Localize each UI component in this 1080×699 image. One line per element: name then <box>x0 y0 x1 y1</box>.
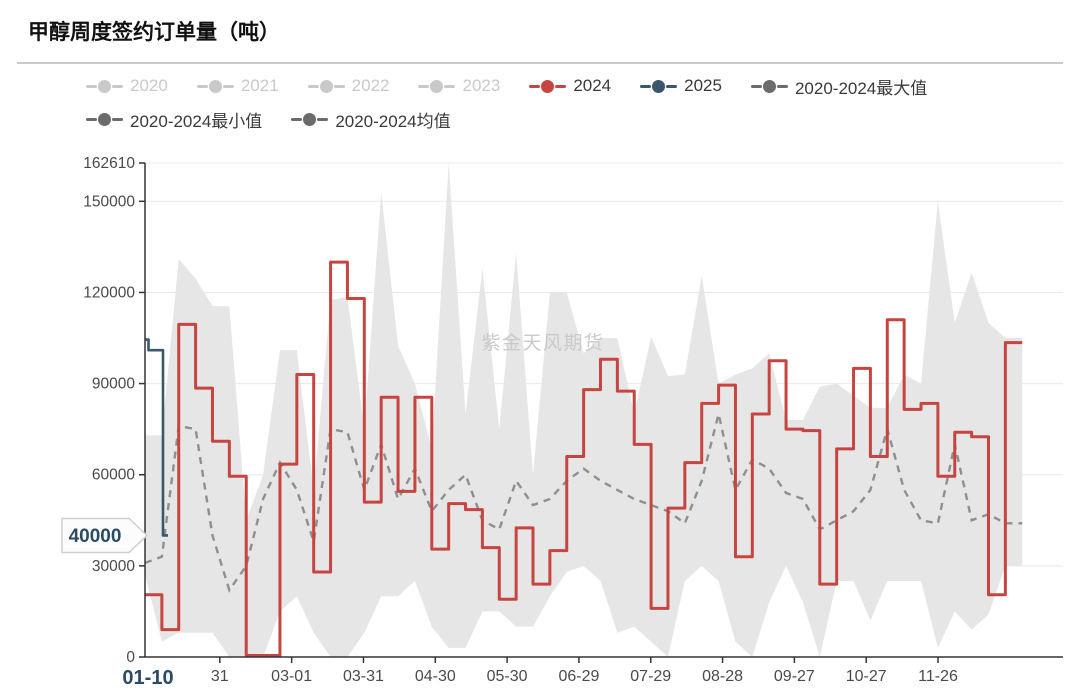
legend-line-icon <box>86 117 97 121</box>
y-tick-label: 30000 <box>92 558 135 575</box>
legend-line-icon <box>112 84 123 88</box>
legend-line-icon <box>418 84 430 88</box>
legend-dot-icon <box>541 79 555 93</box>
legend-line-icon <box>640 84 652 88</box>
legend-line-icon <box>750 84 762 88</box>
series-line-2025 <box>145 338 168 537</box>
legend-item-2024[interactable]: 2024 <box>529 76 611 96</box>
legend-line-icon <box>333 84 345 88</box>
x-tick-label: 06-29 <box>558 668 599 685</box>
legend-line-icon <box>444 84 456 88</box>
legend-item-2022[interactable]: 2022 <box>307 76 390 96</box>
y-tick-label: 60000 <box>92 467 135 484</box>
x-tick-label: 08-28 <box>702 668 743 685</box>
y-tick-label: 0 <box>126 649 135 666</box>
legend-dot-icon <box>430 79 444 93</box>
legend-item-2023[interactable]: 2023 <box>418 76 500 96</box>
x-tick-label: 04-30 <box>415 668 456 685</box>
legend-row-2: 2020-2024最小值 2020-2024均值 <box>86 104 1046 134</box>
legend-label: 2020-2024均值 <box>335 111 451 131</box>
legend-line-icon <box>317 117 329 121</box>
y-tick-label: 162610 <box>83 155 135 172</box>
legend-dot-icon <box>319 79 333 93</box>
legend-item-2021[interactable]: 2021 <box>196 76 279 96</box>
title-divider <box>17 62 1063 64</box>
legend-item-2020[interactable]: 2020 <box>86 76 168 96</box>
x-tick-label: 09-27 <box>774 668 815 685</box>
watermark: 紫金天风期货 <box>481 332 604 354</box>
x-tick-label: 10-27 <box>846 668 887 685</box>
legend-dot-icon <box>303 112 317 126</box>
legend-line-icon <box>86 84 97 88</box>
y-tick-label: 150000 <box>83 193 135 210</box>
legend-row-1: 2020 2021 2022 2023 2024 2025 2020-2024最大值 <box>86 71 1046 101</box>
legend-line-icon <box>291 117 303 121</box>
legend-label: 2022 <box>351 76 390 95</box>
legend-label: 2021 <box>240 76 279 95</box>
legend-line-icon <box>196 84 208 88</box>
y-tick-label: 120000 <box>83 284 135 301</box>
legend-line-icon <box>666 84 678 88</box>
x-label-highlight-current: 01-10 <box>122 667 173 689</box>
legend-label: 2023 <box>462 76 501 95</box>
legend-item-2020-2024最大值[interactable]: 2020-2024最大值 <box>750 74 928 99</box>
legend-dot-icon <box>208 79 222 93</box>
x-tick-label: 05-30 <box>487 668 528 685</box>
legend-item-2020-2024均值[interactable]: 2020-2024均值 <box>291 107 451 132</box>
x-tick-label: 03-31 <box>343 668 384 685</box>
legend-line-icon <box>529 84 541 88</box>
x-tick-label: 07-29 <box>630 668 671 685</box>
legend-label: 2025 <box>684 76 722 95</box>
legend-line-icon <box>776 84 788 88</box>
y-value-badge <box>61 517 149 554</box>
legend-item-2020-2024最小值[interactable]: 2020-2024最小值 <box>86 107 262 132</box>
x-tick-label: 11-26 <box>918 668 958 685</box>
series-line-2024 <box>145 260 1023 657</box>
x-tick-label: 03-01 <box>271 668 312 685</box>
legend-dot-icon <box>98 79 111 93</box>
legend-label: 2020-2024最小值 <box>130 111 263 131</box>
legend-label: 2020 <box>130 76 168 95</box>
legend: 2020 2021 2022 2023 2024 2025 2020-2024最大值 2020… <box>86 71 1046 137</box>
legend-item-2025[interactable]: 2025 <box>640 76 722 96</box>
legend-line-icon <box>222 84 234 88</box>
legend-line-icon <box>112 117 123 121</box>
x-tick-label: 31 <box>211 668 229 685</box>
legend-dot-icon <box>98 112 111 126</box>
mean-line-2020-2024 <box>144 413 1023 593</box>
chart-title: 甲醇周度签约订单量（吨） <box>28 21 280 44</box>
legend-line-icon <box>555 84 567 88</box>
legend-dot-icon <box>652 79 666 93</box>
legend-dot-icon <box>762 79 776 93</box>
legend-label: 2024 <box>573 76 612 95</box>
y-tick-label: 90000 <box>92 376 135 393</box>
legend-label: 2020-2024最大值 <box>794 78 928 98</box>
legend-line-icon <box>307 84 319 88</box>
y-value-badge-label: 40000 <box>69 526 122 547</box>
